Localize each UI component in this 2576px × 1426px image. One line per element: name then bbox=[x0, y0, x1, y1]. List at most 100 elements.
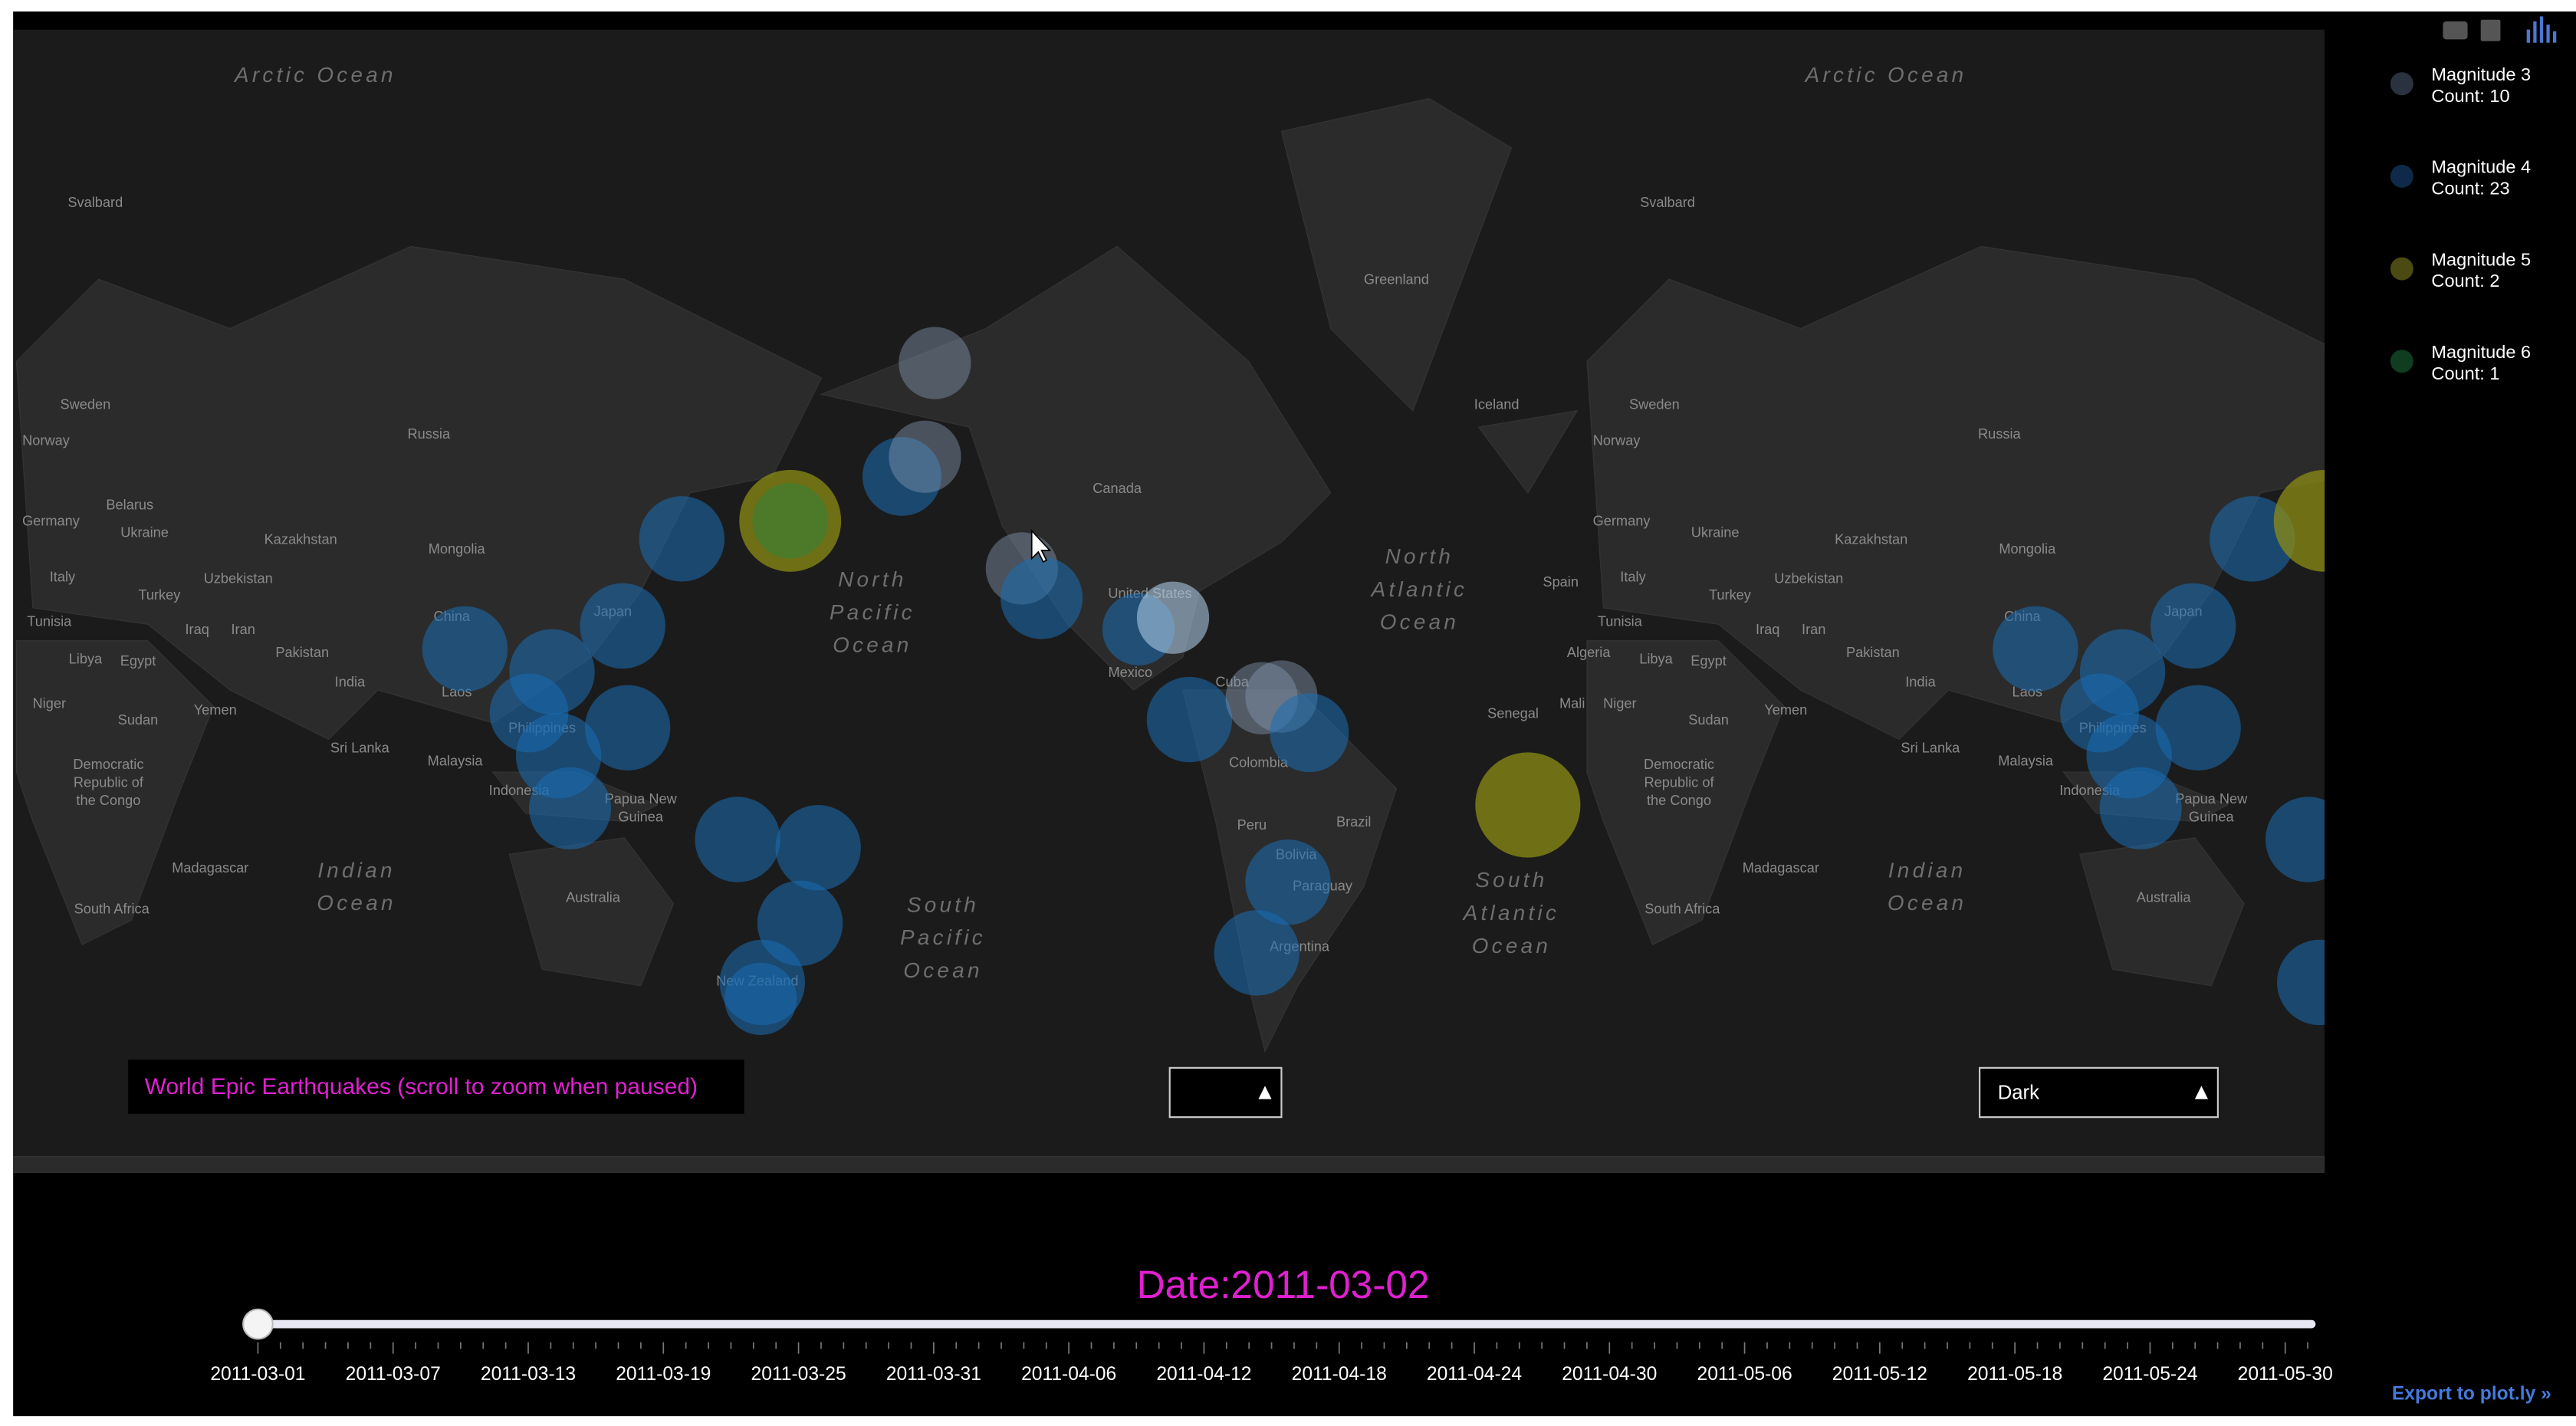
earthquake[interactable] bbox=[724, 962, 797, 1035]
earthquake[interactable] bbox=[584, 685, 671, 770]
earthquake[interactable] bbox=[2150, 583, 2236, 669]
map-label: Turkey bbox=[1709, 587, 1752, 603]
ocean-label: North bbox=[1385, 544, 1454, 568]
earthquake[interactable] bbox=[2273, 469, 2376, 572]
slider-knob[interactable] bbox=[242, 1308, 274, 1340]
earthquake[interactable] bbox=[2155, 685, 2241, 770]
earthquake[interactable] bbox=[1993, 606, 2078, 692]
map-label: Iran bbox=[231, 622, 255, 637]
map-label: Peru bbox=[1237, 817, 1267, 833]
earthquake[interactable] bbox=[2277, 939, 2362, 1026]
map-label: Norway bbox=[1593, 433, 1641, 449]
legend-name: Magnitude 4 bbox=[2431, 157, 2531, 177]
earthquake[interactable] bbox=[863, 437, 941, 516]
slider-tick-label[interactable]: 2011-04-30 bbox=[1562, 1364, 1657, 1385]
plotly-icon[interactable] bbox=[2526, 16, 2557, 43]
map-label: Iceland bbox=[1474, 397, 1520, 412]
ocean-label: Atlantic bbox=[1370, 577, 1468, 601]
map-label: Greenland bbox=[1364, 272, 1429, 288]
map-label: Sri Lanka bbox=[1901, 740, 1960, 755]
slider-tick-label[interactable]: 2011-05-12 bbox=[1832, 1364, 1927, 1385]
ocean-label: Pacific bbox=[900, 925, 986, 949]
map-label: Tunisia bbox=[1598, 613, 1643, 629]
earthquake[interactable] bbox=[1475, 752, 1581, 858]
map-label: Niger bbox=[33, 696, 67, 711]
map-label: Russia bbox=[407, 426, 451, 442]
map-label: Guinea bbox=[618, 809, 664, 824]
map-label: Sweden bbox=[1629, 397, 1680, 412]
ocean-label: Pacific bbox=[830, 600, 915, 624]
map-label: Germany bbox=[22, 514, 80, 529]
save-icon[interactable] bbox=[2480, 19, 2501, 41]
earthquake[interactable] bbox=[580, 583, 665, 669]
map-label: Madagascar bbox=[1743, 860, 1819, 876]
map-label: Kazakhstan bbox=[264, 531, 337, 547]
earthquake[interactable] bbox=[695, 797, 780, 882]
slider-tick-label[interactable]: 2011-05-30 bbox=[2238, 1364, 2333, 1385]
ocean-label: Indian bbox=[317, 858, 396, 882]
dropdown-arrow bbox=[2194, 1086, 2208, 1099]
ocean-label: South bbox=[1475, 868, 1547, 892]
map-label: Kazakhstan bbox=[1835, 531, 1907, 547]
earthquake[interactable] bbox=[1214, 910, 1300, 996]
earthquake[interactable] bbox=[422, 606, 508, 692]
legend-count: Count: 2 bbox=[2431, 271, 2499, 291]
map-label: Mali bbox=[1559, 696, 1585, 711]
slider-tick-label[interactable]: 2011-05-18 bbox=[1967, 1364, 2062, 1385]
earthquake[interactable] bbox=[899, 327, 971, 399]
slider-tick-label[interactable]: 2011-03-31 bbox=[886, 1364, 981, 1385]
slider-tick-label[interactable]: 2011-03-01 bbox=[210, 1364, 305, 1385]
slider-tick-label[interactable]: 2011-03-19 bbox=[616, 1364, 711, 1385]
slider-tick-label[interactable]: 2011-03-13 bbox=[481, 1364, 576, 1385]
map-label: Italy bbox=[50, 570, 76, 585]
earthquake[interactable] bbox=[2210, 496, 2295, 582]
earthquake[interactable] bbox=[639, 496, 724, 582]
camera-icon[interactable] bbox=[2443, 21, 2468, 40]
slider-tick-label[interactable]: 2011-04-06 bbox=[1021, 1364, 1116, 1385]
ocean-label: Ocean bbox=[317, 891, 396, 915]
map-label: Turkey bbox=[138, 587, 181, 603]
map-label: Yemen bbox=[1764, 702, 1807, 718]
slider-tick-label[interactable]: 2011-05-24 bbox=[2102, 1364, 2197, 1385]
legend-count: Count: 1 bbox=[2431, 363, 2499, 383]
earthquake[interactable] bbox=[1146, 676, 1233, 763]
map-label: Malaysia bbox=[1998, 754, 2054, 769]
earthquake[interactable] bbox=[752, 483, 828, 559]
slider-tick-label[interactable]: 2011-04-18 bbox=[1292, 1364, 1387, 1385]
map-label: the Congo bbox=[76, 793, 140, 808]
earthquake[interactable] bbox=[775, 805, 861, 891]
map[interactable]: Svalbard Sweden Norway Russia Belarus Germany… bbox=[13, 29, 2392, 1173]
export-link[interactable]: Export to plot.ly » bbox=[2392, 1384, 2551, 1405]
legend-marker[interactable] bbox=[2390, 72, 2413, 96]
title-box bbox=[128, 1060, 744, 1114]
map-label: Sri Lanka bbox=[330, 740, 390, 755]
map-label: Svalbard bbox=[67, 195, 123, 210]
legend-marker[interactable] bbox=[2390, 164, 2413, 188]
earthquake[interactable] bbox=[889, 420, 961, 493]
map-label: Ukraine bbox=[120, 525, 169, 540]
map-label: Germany bbox=[1593, 514, 1651, 529]
map-label: Democratic bbox=[1644, 757, 1714, 772]
slider-tick-label[interactable]: 2011-03-07 bbox=[346, 1364, 441, 1385]
legend-marker[interactable] bbox=[2390, 257, 2413, 281]
ocean-label: Ocean bbox=[903, 958, 982, 982]
slider-tick-label[interactable]: 2011-04-12 bbox=[1156, 1364, 1251, 1385]
map-label: South Africa bbox=[74, 901, 150, 916]
slider-tick-label[interactable]: 2011-04-24 bbox=[1427, 1364, 1522, 1385]
earthquake[interactable] bbox=[2099, 767, 2182, 849]
map-label: Republic of bbox=[1644, 774, 1714, 790]
earthquake[interactable] bbox=[2266, 797, 2351, 882]
slider-tick-label[interactable]: 2011-03-25 bbox=[751, 1364, 846, 1385]
earthquake[interactable] bbox=[1001, 557, 1083, 639]
theme-dropdown[interactable] bbox=[1979, 1066, 2219, 1119]
legend-marker[interactable] bbox=[2390, 350, 2413, 373]
title-text: World Epic Earthquakes (scroll to zoom w… bbox=[145, 1074, 698, 1099]
earthquake[interactable] bbox=[1270, 693, 1349, 773]
earthquake[interactable] bbox=[1136, 581, 1210, 654]
earthquake[interactable] bbox=[529, 767, 612, 849]
slider-tick-label[interactable]: 2011-05-06 bbox=[1697, 1364, 1792, 1385]
map-label: Algeria bbox=[1567, 645, 1612, 660]
earthquake[interactable] bbox=[1245, 840, 1331, 925]
map-label: Papua New bbox=[605, 791, 678, 807]
